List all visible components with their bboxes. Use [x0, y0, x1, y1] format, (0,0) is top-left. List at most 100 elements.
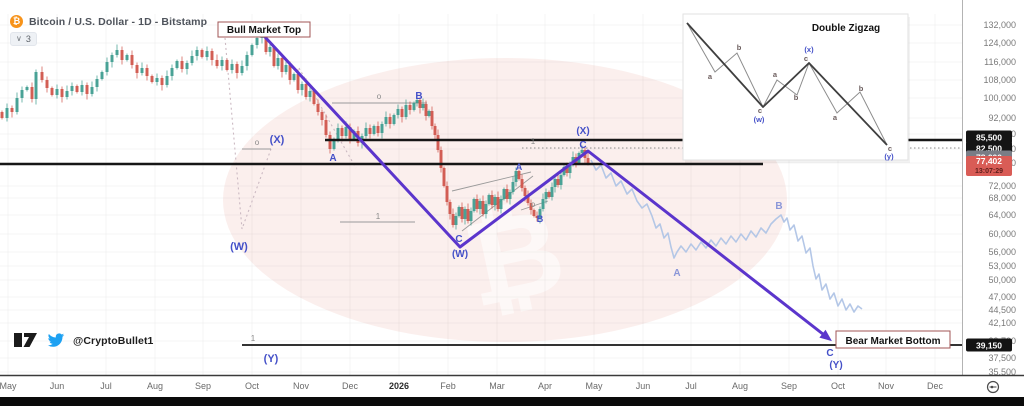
chevron-down-icon: ∨ — [16, 34, 22, 43]
price-tag-39150: 39,150 — [966, 338, 1012, 352]
svg-text:Aug: Aug — [732, 381, 748, 391]
svg-text:Oct: Oct — [831, 381, 846, 391]
svg-text:53,000: 53,000 — [988, 261, 1016, 271]
svg-text:A: A — [329, 153, 336, 164]
svg-text:Mar: Mar — [489, 381, 505, 391]
svg-text:132,000: 132,000 — [983, 20, 1016, 30]
indicators-count: 3 — [25, 34, 31, 44]
bottom-bar — [0, 397, 1024, 406]
price-tag-85500: 85,500 — [966, 130, 1012, 144]
svg-text:Aug: Aug — [147, 381, 163, 391]
price-scale-settings-button[interactable] — [986, 380, 1000, 394]
svg-text:(W): (W) — [230, 241, 248, 253]
svg-text:C: C — [826, 348, 833, 359]
projection-line — [590, 159, 863, 313]
chart-attribution: @CryptoBullet1 — [14, 333, 153, 348]
svg-text:Sep: Sep — [781, 381, 797, 391]
symbol-title: Bitcoin / U.S. Dollar - 1D - Bitstamp — [29, 15, 208, 28]
svg-text:116,000: 116,000 — [984, 57, 1016, 67]
svg-text:72,000: 72,000 — [988, 181, 1016, 191]
price-axis[interactable]: 132,000 124,000 116,000 108,000 100,000 92,00… — [962, 0, 1024, 397]
svg-text:Bear Market Bottom: Bear Market Bottom — [845, 336, 940, 347]
svg-text:(X): (X) — [576, 126, 589, 137]
svg-text:1: 1 — [251, 334, 256, 343]
svg-text:B: B — [775, 201, 782, 212]
svg-text:Jul: Jul — [685, 381, 697, 391]
svg-text:56,000: 56,000 — [988, 247, 1016, 257]
svg-text:68,000: 68,000 — [988, 193, 1016, 203]
svg-text:Jun: Jun — [636, 381, 651, 391]
svg-text:c: c — [888, 144, 892, 153]
svg-text:c: c — [758, 106, 762, 115]
svg-text:A: A — [516, 162, 523, 172]
svg-text:Dec: Dec — [342, 381, 359, 391]
symbol-row[interactable]: ₿ Bitcoin / U.S. Dollar - 1D - Bitstamp — [10, 15, 207, 28]
svg-text:(X): (X) — [270, 134, 285, 146]
svg-text:c: c — [804, 54, 808, 63]
svg-text:92,000: 92,000 — [988, 113, 1016, 123]
twitter-icon — [47, 333, 65, 347]
svg-text:124,000: 124,000 — [983, 38, 1016, 48]
svg-text:13:07:29: 13:07:29 — [975, 168, 1003, 175]
svg-text:60,000: 60,000 — [988, 229, 1016, 239]
bear-market-bottom-label: Bear Market Bottom — [835, 330, 951, 349]
arrowhead-icon — [819, 329, 832, 342]
svg-text:(Y): (Y) — [829, 360, 842, 371]
svg-text:C: C — [579, 140, 586, 151]
svg-text:a: a — [833, 113, 838, 122]
tradingview-logo-icon — [14, 333, 37, 347]
svg-text:2026: 2026 — [389, 381, 409, 391]
svg-text:35,500: 35,500 — [988, 367, 1016, 377]
svg-text:Sep: Sep — [195, 381, 211, 391]
svg-text:39,150: 39,150 — [976, 341, 1002, 351]
svg-text:85,500: 85,500 — [976, 133, 1002, 143]
watermark: ₿ — [223, 58, 787, 342]
indicators-collapse-button[interactable]: ∨ 3 — [10, 32, 37, 46]
svg-text:Oct: Oct — [245, 381, 260, 391]
svg-text:b: b — [794, 93, 799, 102]
svg-text:77,402: 77,402 — [976, 156, 1002, 166]
svg-text:47,000: 47,000 — [988, 292, 1016, 302]
svg-text:A: A — [673, 268, 680, 279]
svg-text:o: o — [255, 138, 260, 147]
svg-text:1: 1 — [531, 137, 536, 146]
svg-text:a: a — [773, 70, 778, 79]
svg-text:o: o — [531, 200, 536, 209]
svg-text:B: B — [537, 214, 544, 224]
svg-text:64,000: 64,000 — [988, 210, 1016, 220]
svg-text:Nov: Nov — [293, 381, 310, 391]
svg-text:100,000: 100,000 — [983, 93, 1016, 103]
svg-text:(y): (y) — [884, 152, 894, 161]
inset-title: Double Zigzag — [812, 23, 880, 34]
dashed-guide-paths — [224, 37, 357, 230]
svg-text:108,000: 108,000 — [983, 75, 1016, 85]
svg-text:Jul: Jul — [100, 381, 112, 391]
svg-text:50,000: 50,000 — [988, 275, 1016, 285]
svg-text:May: May — [0, 381, 17, 391]
bull-market-top-label: Bull Market Top — [217, 21, 311, 38]
current-price-tag: 77,402 13:07:29 — [966, 156, 1012, 176]
svg-text:42,100: 42,100 — [988, 318, 1016, 328]
twitter-handle: @CryptoBullet1 — [73, 334, 154, 347]
svg-text:44,500: 44,500 — [988, 305, 1016, 315]
svg-text:(W): (W) — [452, 249, 468, 260]
svg-text:b: b — [859, 84, 864, 93]
svg-text:(x): (x) — [804, 45, 814, 54]
svg-text:Apr: Apr — [538, 381, 552, 391]
svg-text:Bull Market Top: Bull Market Top — [227, 25, 301, 36]
bitcoin-icon: ₿ — [10, 15, 23, 28]
svg-text:37,500: 37,500 — [988, 353, 1016, 363]
svg-text:B: B — [415, 91, 422, 102]
symbol-legend: ₿ Bitcoin / U.S. Dollar - 1D - Bitstamp … — [10, 15, 207, 46]
svg-text:Nov: Nov — [878, 381, 895, 391]
elliott-wave-zigzag — [263, 35, 832, 342]
svg-text:C: C — [455, 234, 462, 245]
svg-text:Feb: Feb — [440, 381, 456, 391]
svg-text:Jun: Jun — [50, 381, 65, 391]
time-axis[interactable]: May Jun Jul Aug Sep Oct Nov Dec 2026 Feb Mar Apr May… — [0, 374, 1024, 399]
svg-text:b: b — [737, 43, 742, 52]
svg-text:May: May — [585, 381, 603, 391]
